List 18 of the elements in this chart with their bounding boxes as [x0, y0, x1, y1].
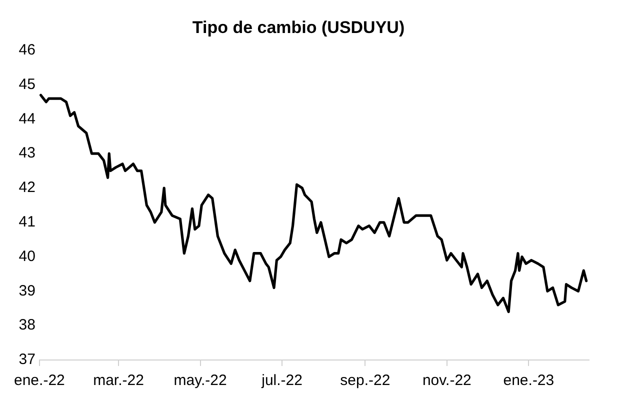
chart-title: Tipo de cambio (USDUYU) — [192, 18, 405, 37]
y-tick-label: 42 — [18, 179, 36, 196]
y-tick-label: 45 — [18, 76, 36, 93]
x-tick-label: may.-22 — [174, 372, 227, 390]
y-tick-label: 40 — [18, 248, 36, 265]
x-tick-label: ene.-23 — [503, 372, 554, 390]
x-tick-label: sep.-22 — [340, 372, 390, 390]
x-tick-label: jul.-22 — [260, 372, 302, 390]
y-tick-label: 39 — [18, 282, 36, 300]
y-tick-label: 38 — [18, 316, 36, 334]
y-tick-label: 41 — [18, 214, 36, 231]
y-tick-label: 37 — [18, 351, 36, 368]
x-tick-label: nov.-22 — [422, 372, 472, 390]
y-tick-label: 44 — [18, 110, 36, 128]
x-tick-label: mar.-22 — [93, 372, 144, 390]
y-tick-label: 46 — [18, 42, 36, 59]
y-tick-label: 43 — [18, 144, 36, 162]
x-tick-label: ene.-22 — [14, 372, 65, 390]
